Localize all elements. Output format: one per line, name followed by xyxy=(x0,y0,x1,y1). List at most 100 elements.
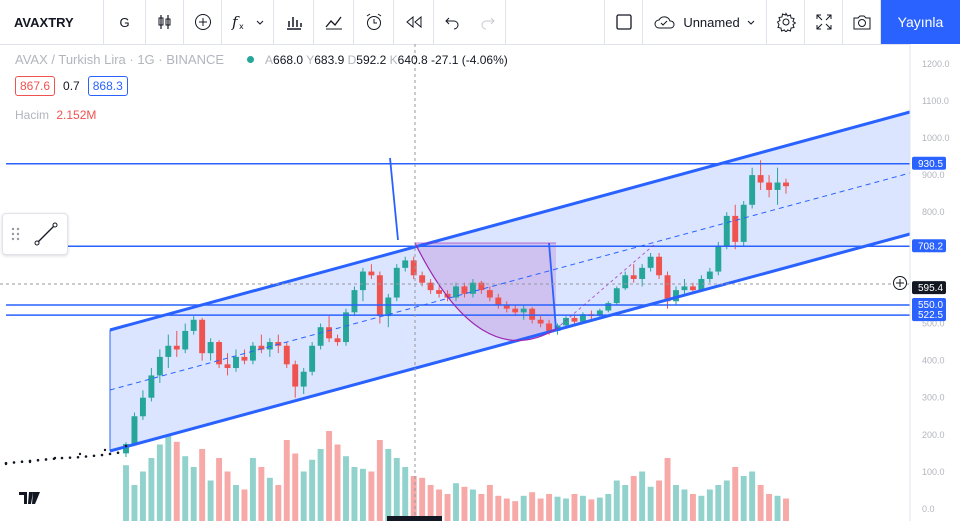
volume-bar xyxy=(326,431,333,521)
volume-bar xyxy=(740,476,747,521)
gear-icon xyxy=(776,12,796,32)
volume-ma-point xyxy=(60,456,64,460)
undo-icon xyxy=(445,17,459,30)
volume-bar xyxy=(512,501,519,521)
floating-drawing-toolbar[interactable] xyxy=(2,213,68,255)
tradingview-logo xyxy=(16,483,44,511)
compare-button[interactable] xyxy=(274,0,314,44)
ma-line-point xyxy=(78,452,82,456)
volume-ma-point xyxy=(84,455,88,458)
volume-bar xyxy=(774,495,781,521)
volume-bar xyxy=(495,495,502,521)
price-tag-box xyxy=(912,297,946,311)
volume-ma-point xyxy=(36,458,40,462)
volume-bar xyxy=(689,494,696,521)
volume-bar xyxy=(529,492,536,521)
candle-body xyxy=(520,308,527,313)
candle-body xyxy=(410,260,417,276)
settings-button[interactable] xyxy=(767,0,805,44)
volume-bar xyxy=(385,449,392,521)
price-tag-label: 708.2 xyxy=(918,241,943,252)
candle-body xyxy=(639,267,646,279)
candle-body xyxy=(123,444,129,454)
candle-body xyxy=(495,297,502,305)
select-layout-button[interactable] xyxy=(605,0,643,44)
chart-type-button[interactable] xyxy=(146,0,184,44)
candle-body xyxy=(774,182,781,190)
snapshot-button[interactable] xyxy=(843,0,881,44)
candle-body xyxy=(444,293,451,298)
candle-body xyxy=(292,364,299,387)
symbol-search-button[interactable]: AVAXTRY xyxy=(0,0,104,44)
volume-ma-point xyxy=(92,454,96,458)
volume-ma-point xyxy=(76,455,80,459)
add-indicator-button[interactable] xyxy=(184,0,222,44)
volume-bar xyxy=(283,440,290,521)
undo-button[interactable] xyxy=(434,0,470,44)
volume-bar xyxy=(334,444,341,521)
volume-bar xyxy=(233,485,239,521)
svg-text:x: x xyxy=(239,22,244,30)
volume-bar xyxy=(216,458,223,521)
chevron-down-icon xyxy=(747,20,755,25)
legend-close-key: K xyxy=(389,53,398,67)
candle-body xyxy=(647,256,654,268)
interval-button[interactable]: G xyxy=(104,0,146,44)
volume-bar xyxy=(343,456,349,521)
trend-line-icon[interactable] xyxy=(31,219,61,249)
volume-ma-point xyxy=(108,452,112,456)
volume-bar xyxy=(571,494,578,521)
volume-bar xyxy=(199,449,206,521)
volume-bar xyxy=(647,486,654,521)
volume-bar xyxy=(656,480,663,521)
indicator-value-1: 867.6 xyxy=(15,76,56,96)
candle-body xyxy=(351,290,358,313)
candle-body xyxy=(368,271,375,276)
candle-body xyxy=(393,267,400,298)
price-tick-label: 1000.0 xyxy=(922,133,950,143)
line-chart-icon xyxy=(325,16,342,30)
crosshair-add-button[interactable] xyxy=(893,276,907,290)
alarm-icon xyxy=(366,13,381,30)
indicator-value-2: 0.7 xyxy=(63,79,80,93)
candle-body xyxy=(596,310,603,317)
drag-handle-icon[interactable] xyxy=(9,225,23,243)
volume-bar xyxy=(681,489,688,521)
candle-body xyxy=(402,260,409,268)
volume-bar xyxy=(123,465,129,521)
legend-open: 668.0 xyxy=(273,53,304,67)
volume-bar xyxy=(579,495,586,521)
candle-body xyxy=(706,271,713,279)
candle-body xyxy=(563,317,569,326)
publish-button[interactable]: Yayınla xyxy=(881,0,960,44)
volume-legend: Hacim 2.152M xyxy=(15,108,96,122)
price-tick-label: 500.0 xyxy=(922,319,945,329)
replay-button[interactable] xyxy=(394,0,434,44)
volume-bar xyxy=(393,458,400,521)
price-chart[interactable]: 0.0100.0200.0300.0400.0500.0600.0700.080… xyxy=(0,44,960,521)
candle-body xyxy=(546,323,553,331)
volume-bar xyxy=(723,480,730,521)
replay-icon xyxy=(405,15,421,29)
candle-body xyxy=(656,256,663,276)
channel-upper-line xyxy=(109,110,911,332)
fullscreen-button[interactable] xyxy=(805,0,843,44)
candle-body xyxy=(673,290,679,302)
candle-body xyxy=(207,342,214,354)
volume-bar xyxy=(207,480,214,521)
ma-line-point xyxy=(28,460,32,464)
candles-icon xyxy=(158,15,170,29)
volume-bar xyxy=(478,494,485,521)
legend-high-key: Y xyxy=(306,53,315,67)
layout-menu-button[interactable]: Unnamed xyxy=(643,0,767,44)
candle-body xyxy=(258,345,265,350)
volume-bar xyxy=(588,499,595,521)
candle-body xyxy=(334,338,341,343)
volume-bar xyxy=(376,440,383,521)
alert-button[interactable] xyxy=(354,0,394,44)
ma-line-point xyxy=(53,456,57,460)
templates-button[interactable] xyxy=(314,0,354,44)
redo-button[interactable] xyxy=(470,0,506,44)
